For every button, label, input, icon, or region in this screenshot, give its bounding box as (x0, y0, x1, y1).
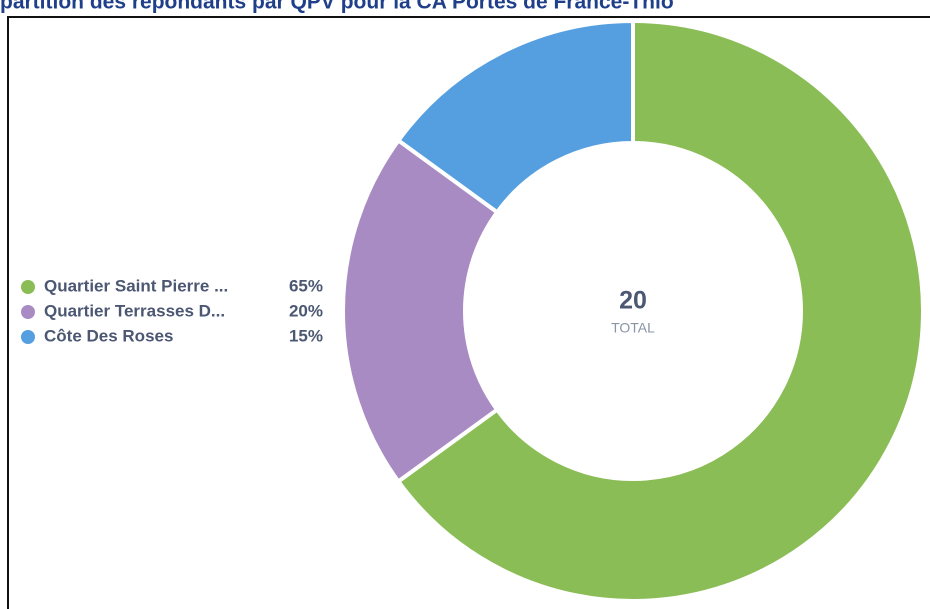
chart-title: partition des répondants par QPV pour la… (0, 0, 674, 14)
donut-slice (395, 18, 925, 603)
donut-slice (341, 137, 500, 485)
donut-slice (395, 18, 635, 216)
frame (7, 16, 930, 609)
legend-label: Quartier Terrasses D... (44, 301, 225, 320)
legend-label: Côte Des Roses (44, 326, 173, 345)
legend-marker (21, 280, 35, 294)
legend-value: 15% (289, 326, 323, 345)
legend-value: 65% (289, 276, 323, 295)
total-label: TOTAL (611, 320, 655, 336)
legend-value: 20% (289, 301, 323, 320)
legend-label: Quartier Saint Pierre ... (44, 276, 228, 295)
total-value: 20 (619, 287, 647, 315)
legend-marker (21, 330, 35, 344)
legend-marker (21, 305, 35, 319)
